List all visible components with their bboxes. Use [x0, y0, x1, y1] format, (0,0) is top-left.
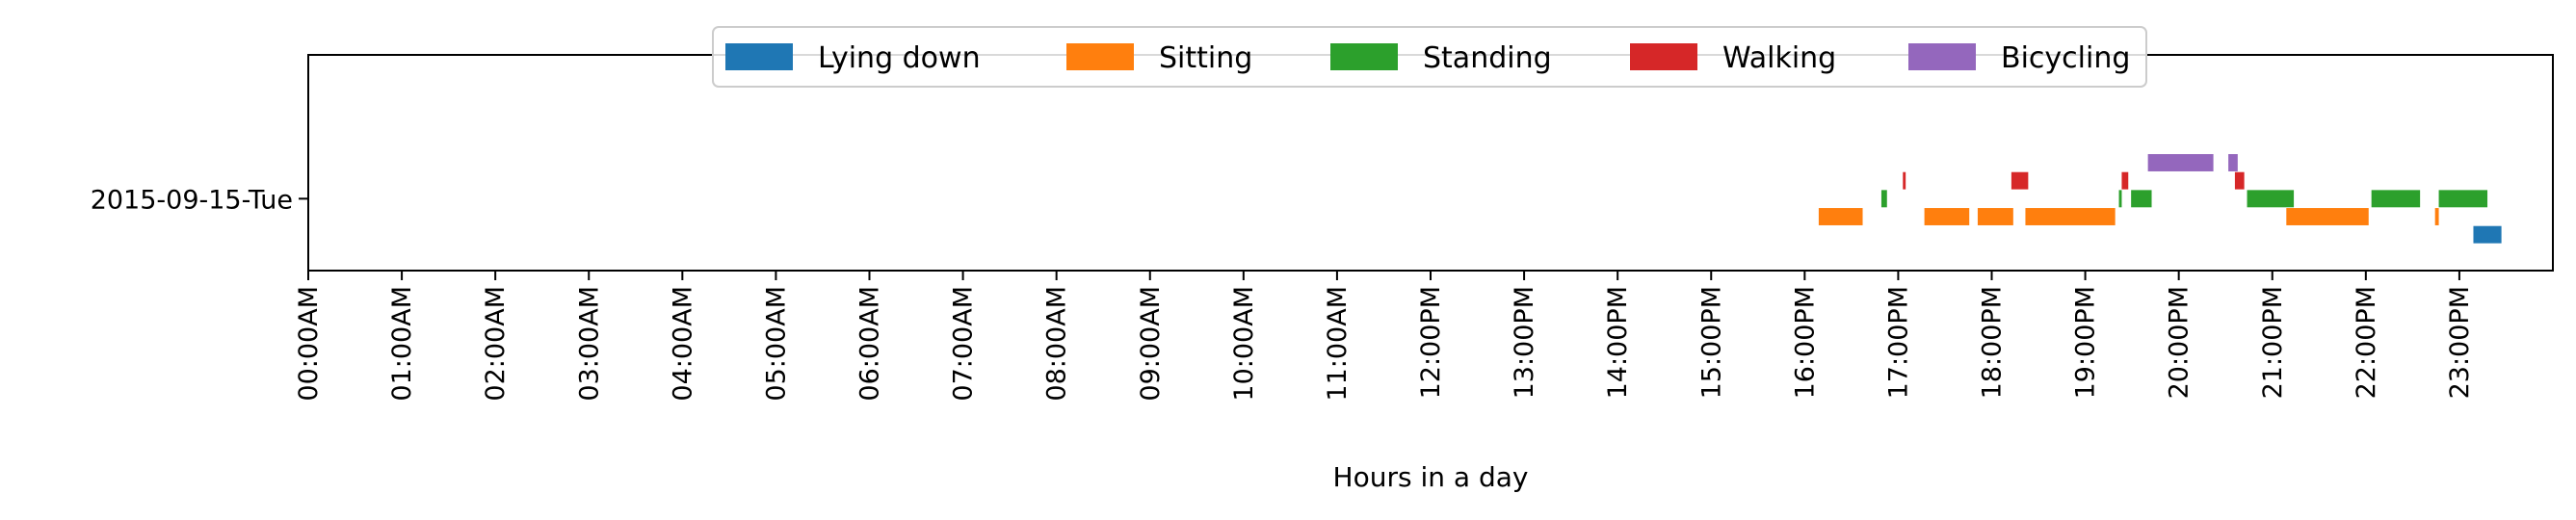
bar-standing-5 — [2438, 190, 2488, 208]
bar-walking-0 — [1903, 171, 1906, 190]
legend-label-lying-down: Lying down — [818, 41, 981, 75]
legend-swatch-standing — [1330, 43, 1398, 70]
bar-sitting-4 — [2286, 208, 2369, 225]
bar-walking-2 — [2121, 171, 2129, 190]
bar-walking-1 — [2011, 171, 2029, 190]
bar-sitting-3 — [2025, 208, 2116, 225]
legend-swatch-bicycling — [1908, 43, 1976, 70]
x-tick-label: 06:00AM — [855, 286, 885, 402]
bar-standing-4 — [2371, 190, 2421, 208]
x-tick-label: 14:00PM — [1603, 286, 1633, 399]
x-tick-label: 12:00PM — [1416, 286, 1446, 399]
legend-box — [712, 26, 2147, 88]
x-tick-label: 09:00AM — [1136, 286, 1166, 402]
bar-standing-1 — [2118, 190, 2122, 208]
x-tick-label: 00:00AM — [294, 286, 324, 402]
x-tick-label: 07:00AM — [949, 286, 979, 402]
bar-bicycling-1 — [2228, 154, 2238, 171]
x-axis-ticks: 00:00AM 01:00AM 02:00AM 03:00AM 04:00AM 05:00… — [294, 271, 2475, 402]
x-tick-label: 18:00PM — [1978, 286, 2008, 399]
x-tick-label: 01:00AM — [387, 286, 417, 402]
bar-sitting-2 — [1977, 208, 2013, 225]
bar-standing-3 — [2247, 190, 2295, 208]
legend: Lying down Sitting Standing Walking Bicyclin… — [712, 26, 2147, 88]
x-tick-label: 13:00PM — [1510, 286, 1539, 399]
legend-label-standing: Standing — [1423, 41, 1552, 75]
x-tick-label: 17:00PM — [1883, 286, 1913, 399]
activity-bars — [1818, 154, 2502, 244]
x-tick-label: 10:00AM — [1229, 286, 1259, 402]
x-axis-title: Hours in a day — [1333, 461, 1529, 493]
x-tick-label: 22:00PM — [2352, 286, 2381, 399]
bar-sitting-5 — [2434, 208, 2439, 225]
y-tick-label: 2015-09-15-Tue — [91, 185, 293, 215]
bar-walking-3 — [2234, 171, 2245, 190]
x-tick-label: 04:00AM — [668, 286, 697, 402]
bar-lying-down-0 — [2473, 225, 2502, 244]
x-tick-label: 20:00PM — [2165, 286, 2195, 399]
legend-label-bicycling: Bicycling — [2001, 41, 2130, 75]
bar-sitting-1 — [1924, 208, 1970, 225]
legend-swatch-lying-down — [725, 43, 793, 70]
legend-swatch-sitting — [1066, 43, 1134, 70]
x-tick-label: 23:00PM — [2445, 286, 2475, 399]
x-tick-label: 19:00PM — [2071, 286, 2101, 399]
x-tick-label: 08:00AM — [1042, 286, 1072, 402]
x-tick-label: 21:00PM — [2258, 286, 2288, 399]
bar-standing-0 — [1880, 190, 1887, 208]
x-tick-label: 15:00PM — [1696, 286, 1726, 399]
legend-swatch-walking — [1630, 43, 1697, 70]
bar-sitting-0 — [1818, 208, 1863, 225]
y-axis-ticks: 2015-09-15-Tue — [91, 185, 308, 215]
x-tick-label: 16:00PM — [1790, 286, 1820, 399]
bar-standing-2 — [2131, 190, 2152, 208]
x-tick-label: 11:00AM — [1323, 286, 1353, 402]
x-tick-label: 02:00AM — [481, 286, 511, 402]
bar-bicycling-0 — [2147, 154, 2214, 171]
legend-label-walking: Walking — [1722, 41, 1836, 75]
x-tick-label: 05:00AM — [761, 286, 791, 402]
x-tick-label: 03:00AM — [574, 286, 604, 402]
legend-label-sitting: Sitting — [1159, 41, 1252, 75]
